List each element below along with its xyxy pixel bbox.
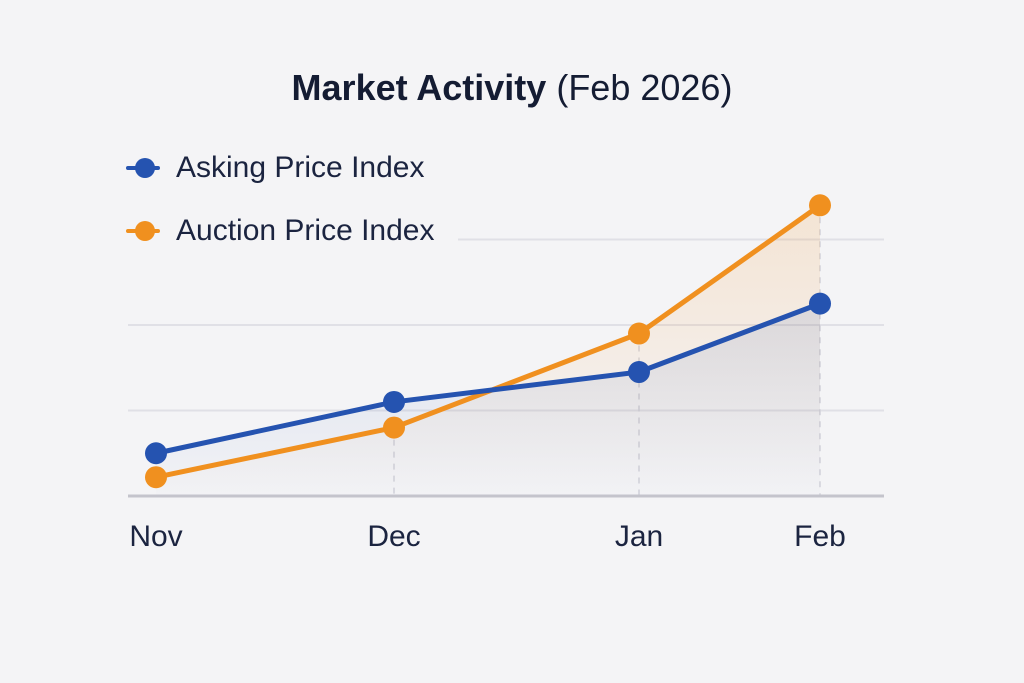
chart-title-main: Market Activity [291,67,547,108]
chart-title-period: (Feb 2026) [556,67,733,108]
data-point-asking-dec [383,390,405,413]
data-points [145,194,831,489]
x-tick-nov: Nov [129,520,182,553]
data-point-auction-jan [628,322,650,345]
data-point-asking-jan [628,361,650,384]
data-point-auction-dec [383,416,405,439]
series-lines [153,202,823,480]
x-tick-labels: Nov Dec Jan Feb [129,520,846,553]
data-point-asking-feb [809,292,831,315]
x-tick-feb: Feb [794,520,846,553]
legend-label-asking: Asking Price Index [176,151,425,184]
data-point-asking-nov [145,442,167,465]
x-tick-dec: Dec [367,520,420,553]
legend-swatch-auction [126,221,162,241]
legend-label-auction: Auction Price Index [176,214,435,247]
x-tick-jan: Jan [615,520,663,553]
area-fills [156,205,820,497]
legend: Asking Price Index Auction Price Index [126,150,434,276]
legend-swatch-asking [126,158,162,178]
legend-item-auction: Auction Price Index [126,213,434,249]
data-point-auction-nov [145,466,167,489]
data-point-auction-feb [809,194,831,217]
series-line-asking [153,301,823,456]
chart-title: Market Activity (Feb 2026) [0,66,1024,110]
legend-item-asking: Asking Price Index [126,150,434,186]
series-line-auction [153,202,823,480]
area-asking [156,303,820,496]
